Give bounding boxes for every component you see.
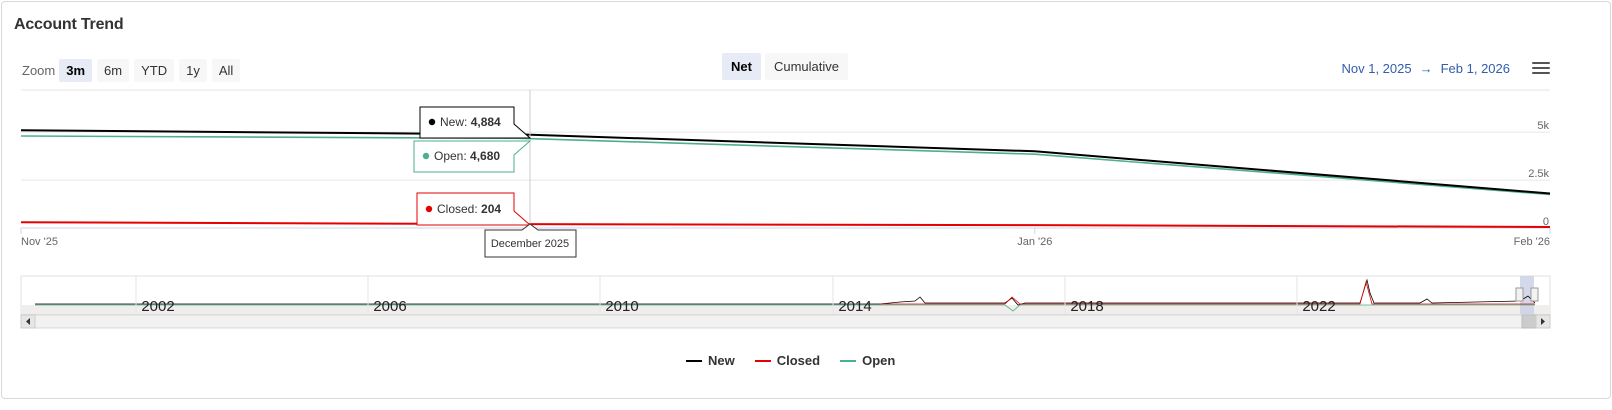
navigator-year-label: 2022 [1302, 298, 1335, 315]
date-range: Nov 1, 2025 → Feb 1, 2026 [1342, 61, 1511, 76]
zoom-selector: Zoom 3m 6m YTD 1y All [22, 59, 245, 82]
zoom-1y-button[interactable]: 1y [179, 59, 207, 82]
new-dot-icon [428, 118, 436, 126]
scroll-left-arrow-icon [26, 318, 30, 325]
chart-title: Account Trend [14, 16, 124, 33]
legend-new-swatch-icon [686, 359, 702, 362]
tooltip-closed-value: 204 [481, 202, 501, 216]
navigator-right-handle[interactable] [1530, 287, 1539, 302]
svg-text:Open: 4,680: Open: 4,680 [434, 149, 500, 163]
range-arrow: → [1419, 61, 1433, 76]
navigator-year-label: 2010 [605, 298, 638, 315]
open-dot-icon [422, 152, 430, 160]
scrollbar-thumb[interactable] [1521, 314, 1537, 329]
svg-text:New: 4,884: New: 4,884 [440, 115, 501, 129]
scrollbar[interactable] [20, 314, 1551, 329]
scroll-right-arrow-icon [1541, 318, 1545, 325]
net-button[interactable]: Net [722, 53, 761, 80]
navigator-shade [21, 305, 1550, 314]
tooltip-new-label: New: [440, 115, 471, 129]
tooltip-new-value: 4,884 [471, 115, 501, 129]
navigator-left-handle[interactable] [1515, 287, 1524, 302]
series-line-closed [20, 221, 1551, 228]
mode-toggle: Net Cumulative [722, 53, 852, 80]
navigator-year-label: 2006 [373, 298, 406, 315]
navigator[interactable]: 2002 2006 2010 2014 2018 2022 [20, 275, 1551, 315]
legend-item-open[interactable]: Open [840, 353, 895, 368]
tooltip-closed: Closed: 204 [416, 192, 532, 226]
tooltip-closed-label: Closed: [437, 202, 481, 216]
navigator-year-label: 2014 [838, 298, 871, 315]
zoom-ytd-button[interactable]: YTD [134, 59, 175, 82]
navigator-year-label: 2018 [1070, 298, 1103, 315]
tooltip-open: Open: 4,680 [413, 140, 532, 173]
legend-closed-swatch-icon [754, 359, 771, 362]
x-tick-label: Nov '25 [21, 236, 58, 248]
tooltip-open-label: Open: [434, 149, 470, 163]
x-tick-label: Feb '26 [1514, 236, 1550, 248]
scrollbar-track [20, 314, 1551, 329]
legend-new-label: New [708, 353, 735, 368]
zoom-all-button[interactable]: All [211, 59, 241, 82]
y-tick-label: 5k [1537, 120, 1549, 132]
range-from[interactable]: Nov 1, 2025 [1341, 61, 1412, 76]
cumulative-button[interactable]: Cumulative [764, 53, 848, 80]
x-tick-label: Jan '26 [1017, 236, 1052, 248]
svg-text:Closed: 204: Closed: 204 [437, 202, 501, 216]
account-trend-card: Account Trend Zoom 3m 6m YTD 1y All Net … [1, 1, 1611, 399]
legend-open-swatch-icon [840, 359, 857, 362]
tooltip-open-value: 4,680 [470, 149, 500, 163]
zoom-6m-button[interactable]: 6m [97, 59, 130, 82]
tooltip-new: New: 4,884 [419, 106, 532, 139]
range-to[interactable]: Feb 1, 2026 [1440, 61, 1510, 76]
series-line-open [20, 135, 1551, 196]
tooltip-date-label: December 2025 [491, 238, 569, 250]
legend-item-closed[interactable]: Closed [754, 353, 821, 368]
chart-legend: New Closed Open [686, 353, 895, 368]
zoom-3m-button[interactable]: 3m [59, 59, 93, 82]
legend-closed-label: Closed [776, 353, 821, 368]
closed-dot-icon [425, 205, 433, 213]
navigator-closed-line [880, 280, 1535, 305]
navigator-selection[interactable] [1520, 276, 1534, 314]
legend-open-label: Open [862, 353, 896, 368]
tooltip-date: December 2025 [484, 223, 577, 258]
zoom-label: Zoom [22, 63, 56, 78]
series-line-new [20, 129, 1551, 195]
navigator-open-line [35, 304, 1535, 312]
hamburger-menu-icon[interactable] [1532, 62, 1550, 76]
navigator-year-label: 2002 [141, 298, 174, 315]
y-tick-label: 0 [1543, 216, 1549, 228]
legend-item-new[interactable]: New [686, 353, 735, 368]
y-tick-label: 2.5k [1528, 168, 1549, 180]
